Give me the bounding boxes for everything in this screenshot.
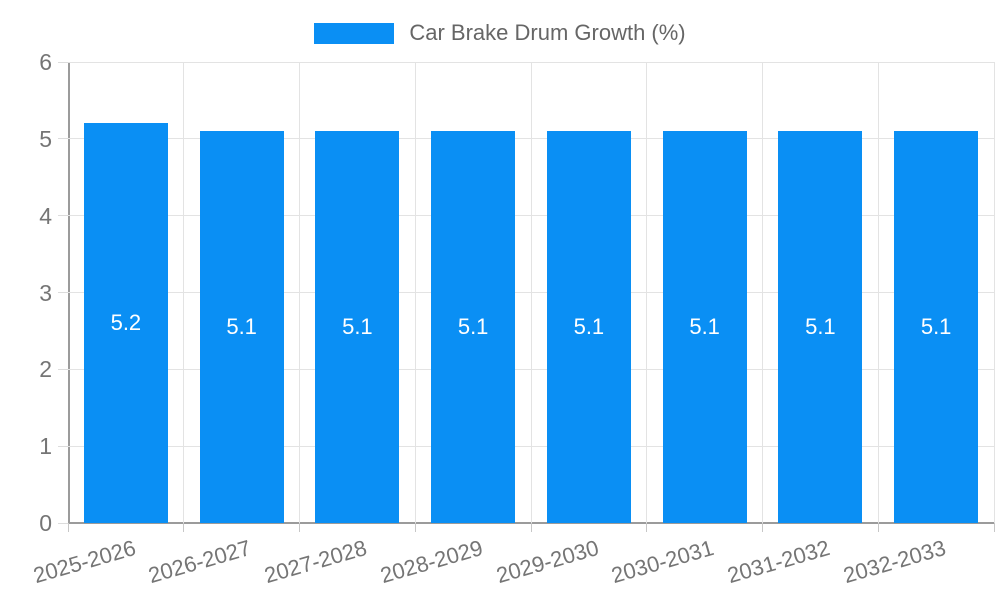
x-tick-mark [183,523,185,532]
legend[interactable]: Car Brake Drum Growth (%) [0,20,1000,46]
y-tick-mark [58,215,68,217]
x-tick-mark [646,523,648,532]
y-tick-mark [58,61,68,63]
bar[interactable]: 5.1 [315,131,400,523]
gridline-vertical [183,62,185,523]
x-tick-label: 2030-2031 [608,535,717,589]
y-tick-label: 4 [39,202,52,229]
bar-value-label: 5.1 [920,314,952,340]
y-tick-label: 2 [39,356,52,383]
plot-area: 0 1 2 3 4 5 6 5.2 5.1 5.1 5.1 5.1 5.1 5.1 5.1 2025-2026… [30,51,995,588]
bar[interactable]: 5.1 [778,131,863,523]
x-tick-label: 2032-2033 [840,535,949,589]
y-tick-mark [58,445,68,447]
y-tick-mark [58,368,68,370]
bar[interactable]: 5.1 [662,131,747,523]
y-tick-mark [58,292,68,293]
y-tick-label: 3 [39,279,52,306]
x-tick-mark [299,523,300,532]
x-tick-label: 2029-2030 [493,535,602,589]
y-tick-mark [58,522,68,524]
x-tick-label: 2028-2029 [377,535,486,589]
bar-value-label: 5.2 [110,310,142,336]
x-tick-mark [414,523,416,532]
y-tick-label: 1 [39,433,52,460]
x-tick-mark [762,523,763,532]
bar[interactable]: 5.1 [199,131,284,523]
x-tick-label: 2027-2028 [261,535,370,589]
legend-label: Car Brake Drum Growth (%) [409,20,686,45]
x-tick-label: 2025-2026 [30,535,139,589]
gridline-vertical [762,62,763,523]
x-tick-mark [877,523,879,532]
x-tick-mark [530,523,532,532]
gridline-vertical [993,62,995,523]
gridline-vertical [646,62,648,523]
bar-value-label: 5.1 [689,314,720,340]
bar[interactable]: 5.1 [431,131,516,523]
x-tick-label: 2026-2027 [145,535,254,589]
bar-value-label: 5.1 [342,314,373,340]
x-tick-label: 2031-2032 [724,535,833,589]
y-tick-label: 5 [39,125,52,152]
legend-swatch-icon [314,22,395,44]
y-tick-label: 6 [39,49,52,75]
bar-value-label: 5.1 [226,314,257,340]
x-tick-mark [993,523,995,532]
bar-value-label: 5.1 [573,314,605,340]
x-tick-mark [67,523,69,532]
gridline-vertical [414,62,416,523]
y-tick-mark [58,138,68,140]
gridline-vertical [877,62,879,523]
bar[interactable]: 5.1 [894,131,979,523]
gridline-vertical [299,62,300,523]
bar-value-label: 5.1 [457,314,489,340]
bar[interactable]: 5.2 [83,123,168,523]
gridline-vertical [530,62,532,523]
bar[interactable]: 5.1 [546,131,631,523]
bar-value-label: 5.1 [805,314,836,340]
y-tick-label: 0 [39,510,52,536]
